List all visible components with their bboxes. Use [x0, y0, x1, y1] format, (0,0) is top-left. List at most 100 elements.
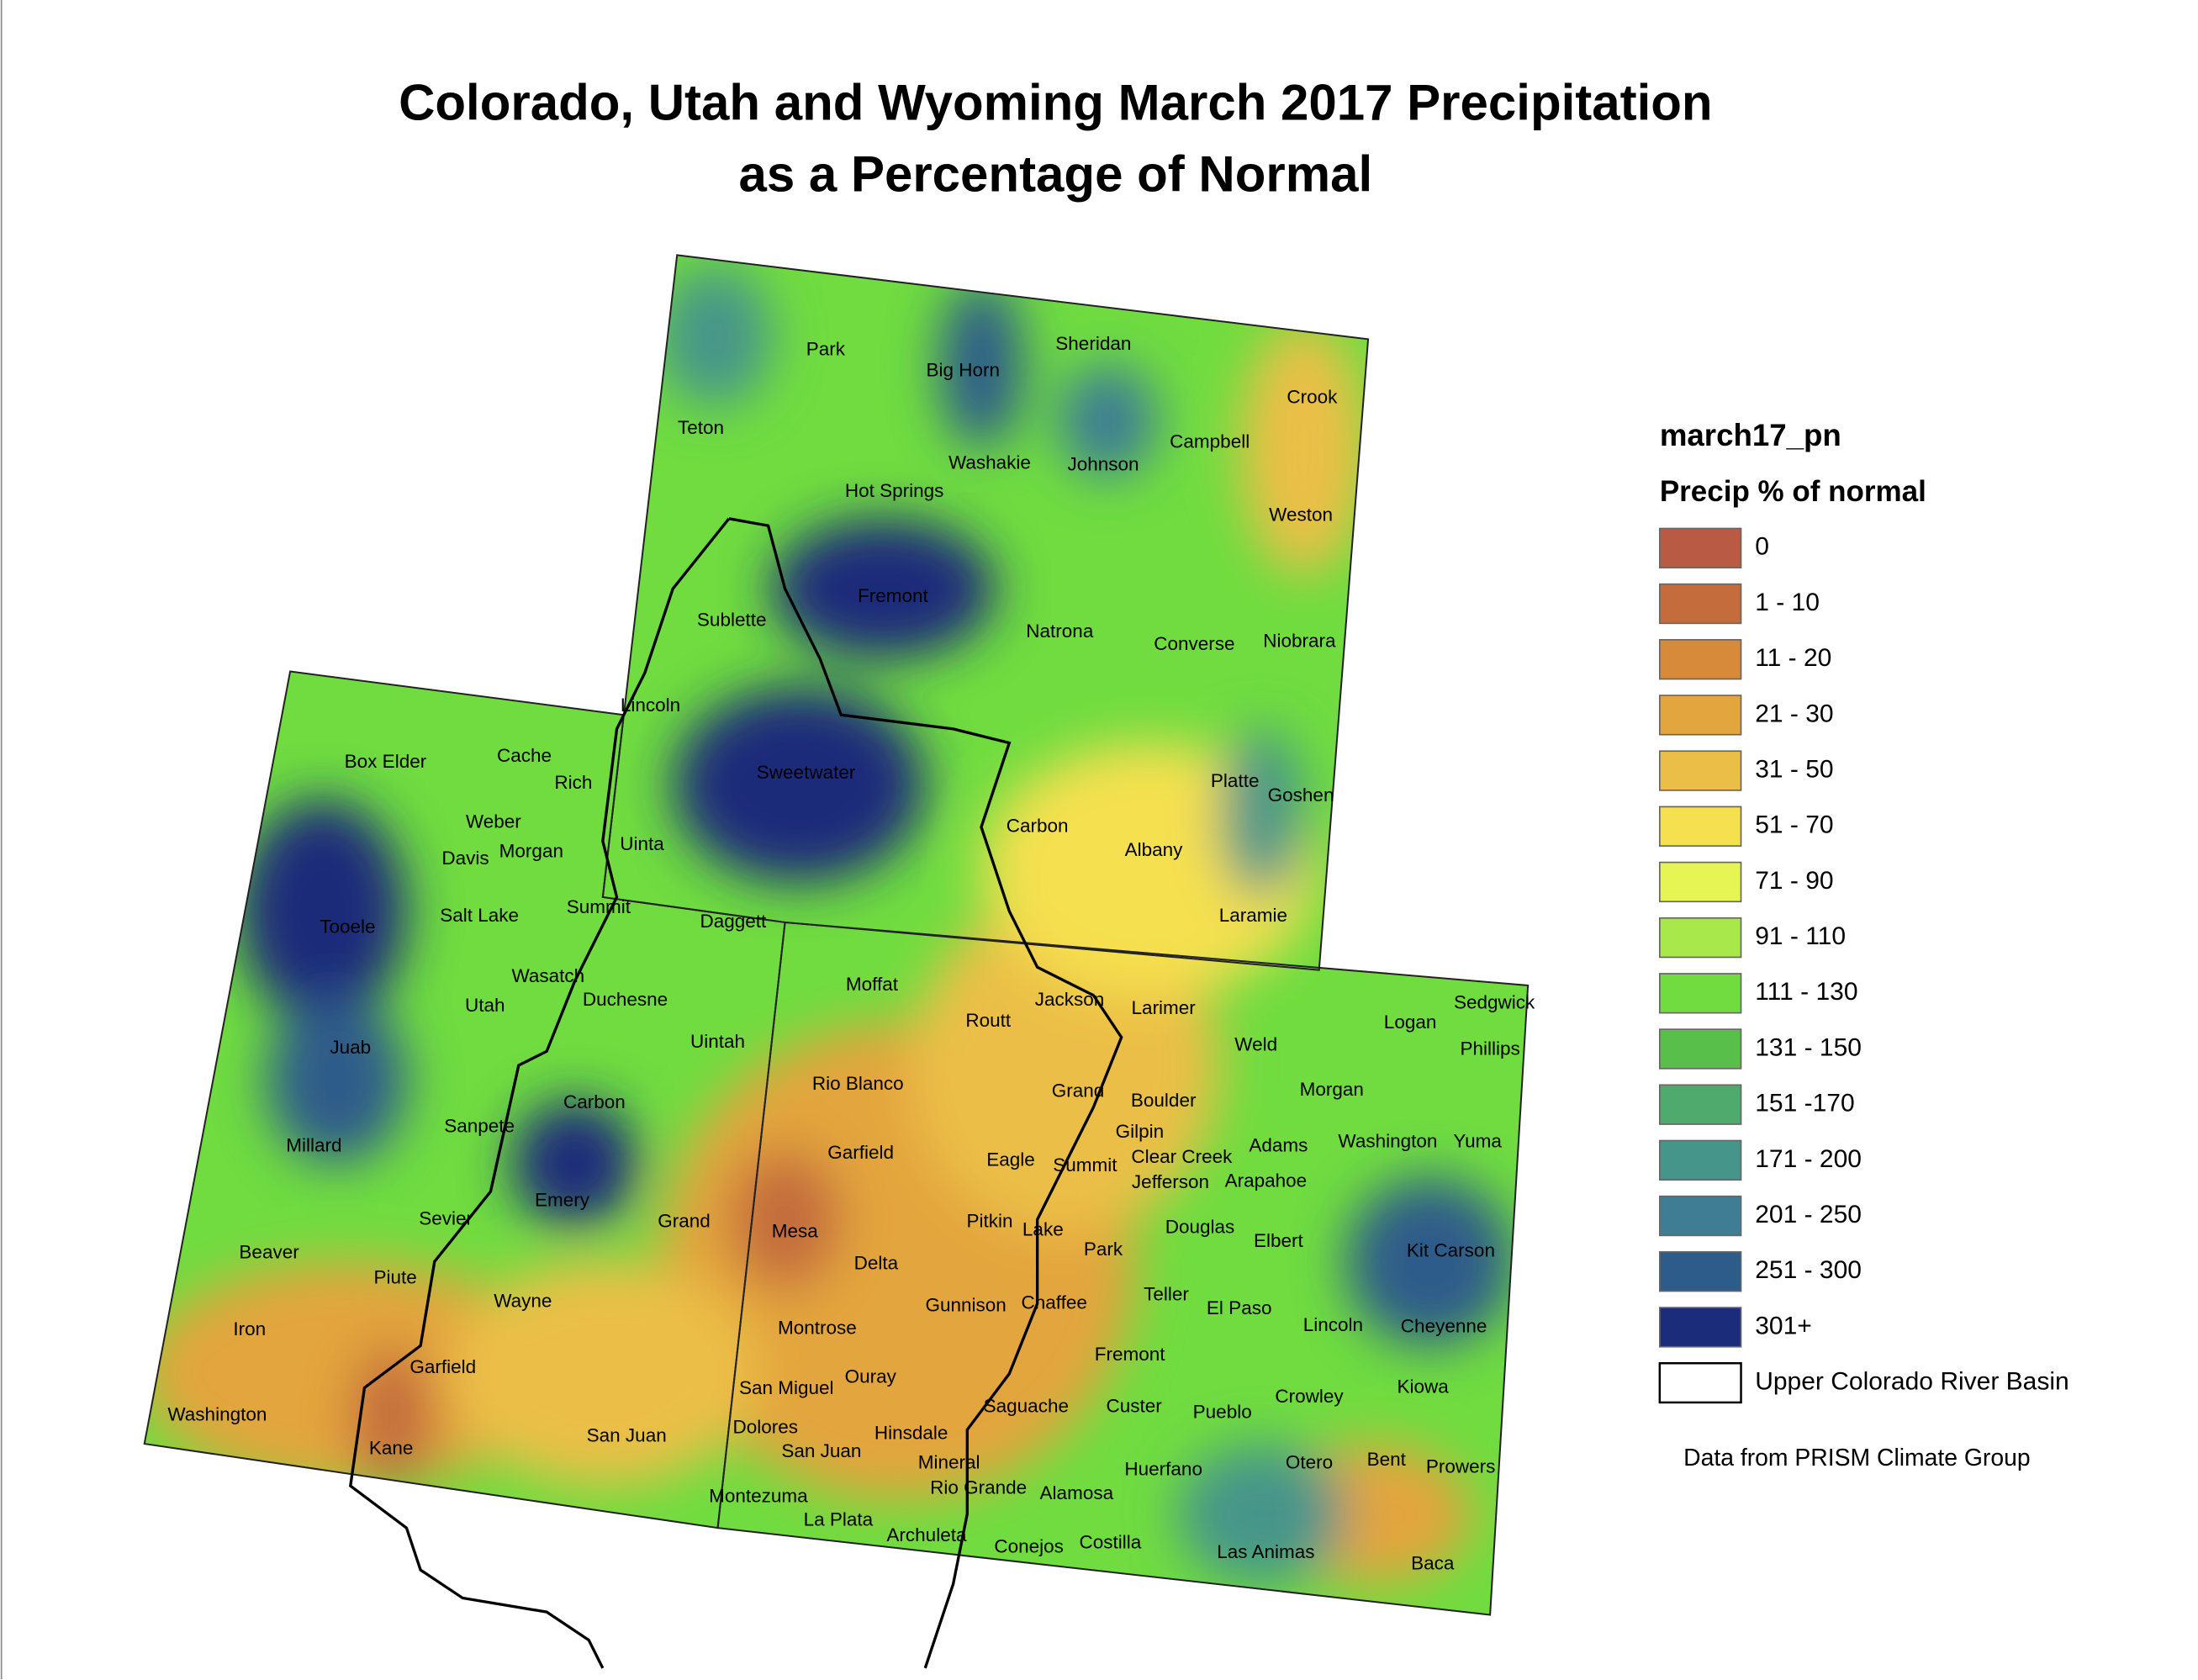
county-label: Sevier: [419, 1207, 473, 1228]
county-label: Alamosa: [1040, 1482, 1114, 1503]
county-label: Davis: [441, 848, 489, 869]
legend-swatch: [1659, 1251, 1742, 1292]
legend-swatch: [1659, 1084, 1742, 1125]
county-label: Tooele: [320, 917, 375, 938]
county-label: Cache: [497, 745, 552, 766]
legend-swatch: [1659, 973, 1742, 1014]
county-label: Cheyenne: [1401, 1316, 1487, 1337]
county-label: Albany: [1125, 839, 1184, 860]
county-label: Lake: [1022, 1219, 1064, 1240]
county-label: San Miguel: [739, 1377, 834, 1398]
county-label: Weber: [466, 811, 521, 832]
county-label: Sublette: [697, 609, 767, 630]
county-label: Summit: [1053, 1154, 1117, 1175]
county-label: Baca: [1411, 1552, 1455, 1573]
county-label: Mesa: [772, 1220, 819, 1241]
county-label: Las Animas: [1217, 1541, 1314, 1562]
county-label: Millard: [286, 1135, 341, 1156]
legend-field: Precip % of normal: [1660, 475, 1926, 508]
county-label: Daggett: [700, 911, 767, 932]
county-label: Jackson: [1035, 989, 1105, 1010]
legend-swatch: [1659, 1028, 1742, 1070]
county-label: Crook: [1287, 386, 1338, 407]
county-label: Juab: [330, 1037, 371, 1058]
county-label: Yuma: [1453, 1131, 1502, 1152]
county-label: Hot Springs: [845, 480, 944, 501]
county-label: Fremont: [858, 585, 929, 606]
county-label: Sedgwick: [1454, 992, 1535, 1013]
county-label: Archuleta: [886, 1524, 967, 1545]
county-label: Kit Carson: [1407, 1240, 1495, 1261]
county-label: Montrose: [778, 1317, 857, 1338]
county-label: Garfield: [827, 1142, 894, 1163]
county-label: Costilla: [1079, 1531, 1141, 1552]
basin-outline: [348, 517, 1123, 1669]
county-label: Uinta: [620, 833, 664, 854]
county-label: Emery: [535, 1190, 590, 1211]
county-label: Adams: [1249, 1135, 1308, 1156]
county-label: Gilpin: [1116, 1121, 1165, 1142]
county-label: Lincoln: [1303, 1314, 1363, 1335]
county-label: Niobrara: [1263, 630, 1336, 651]
title-line: as a Percentage of Normal: [739, 146, 1373, 203]
county-label: Chaffee: [1021, 1292, 1086, 1313]
county-label: Beaver: [239, 1241, 299, 1262]
county-label: San Juan: [781, 1440, 861, 1461]
county-label: Wasatch: [511, 965, 584, 986]
legend-swatch: [1659, 806, 1742, 847]
legend-label: Upper Colorado River Basin: [1755, 1368, 2069, 1396]
legend-swatch: [1659, 917, 1742, 959]
county-label: Box Elder: [345, 751, 427, 772]
county-label: Morgan: [499, 841, 563, 862]
county-label: Goshen: [1268, 785, 1334, 806]
county-label: Clear Creek: [1131, 1146, 1233, 1167]
legend-label: 151 -170: [1755, 1090, 1854, 1117]
county-label: Rich: [554, 772, 592, 793]
county-label: Kiowa: [1397, 1376, 1449, 1397]
legend-swatch: [1659, 1195, 1742, 1237]
county-label: Teller: [1144, 1283, 1189, 1304]
county-label: Converse: [1154, 633, 1234, 654]
county-label: Montezuma: [709, 1485, 808, 1506]
county-label: Eagle: [986, 1149, 1035, 1170]
county-label: Utah: [465, 995, 505, 1016]
county-label: Sheridan: [1055, 333, 1131, 354]
county-label: Delta: [854, 1253, 899, 1274]
county-label: Custer: [1107, 1396, 1163, 1417]
county-label: Boulder: [1131, 1090, 1197, 1111]
county-label: Dolores: [732, 1417, 798, 1438]
county-label: Washington: [167, 1404, 267, 1425]
precip-surface: [144, 255, 1529, 1615]
county-label: Duchesne: [583, 989, 668, 1010]
county-label: Park: [1084, 1239, 1123, 1260]
legend-label: 1 - 10: [1755, 589, 1820, 616]
legend-label: 21 - 30: [1755, 700, 1833, 727]
county-label: Teton: [678, 417, 724, 438]
legend-label: 131 - 150: [1755, 1033, 1862, 1061]
county-label: Crowley: [1275, 1386, 1344, 1407]
county-label: Logan: [1384, 1012, 1437, 1033]
legend-swatch: [1659, 639, 1742, 680]
county-label: Grand: [658, 1211, 711, 1232]
county-label: Huerfano: [1124, 1459, 1202, 1480]
county-label: Carbon: [1007, 816, 1069, 837]
county-label: Elbert: [1254, 1230, 1304, 1251]
county-label: Routt: [965, 1010, 1012, 1031]
county-label: Salt Lake: [440, 905, 519, 926]
county-label: Big Horn: [927, 360, 1001, 381]
legend-label: 71 - 90: [1755, 867, 1833, 895]
county-label: Washakie: [948, 452, 1031, 473]
legend-swatch: [1659, 527, 1742, 569]
legend-swatch: [1659, 750, 1742, 791]
legend-label: 301+: [1755, 1312, 1812, 1339]
county-label: Lincoln: [621, 695, 680, 716]
legend-swatch: [1659, 861, 1742, 903]
county-label: Iron: [233, 1318, 266, 1339]
legend-swatch: [1658, 1361, 1742, 1404]
county-label: Mineral: [918, 1451, 980, 1472]
county-label: Rio Blanco: [812, 1073, 904, 1094]
county-label: Saguache: [984, 1396, 1069, 1417]
source-note: Data from PRISM Climate Group: [1683, 1445, 2030, 1471]
legend-label: 0: [1755, 533, 1769, 561]
county-label: Platte: [1211, 770, 1260, 791]
